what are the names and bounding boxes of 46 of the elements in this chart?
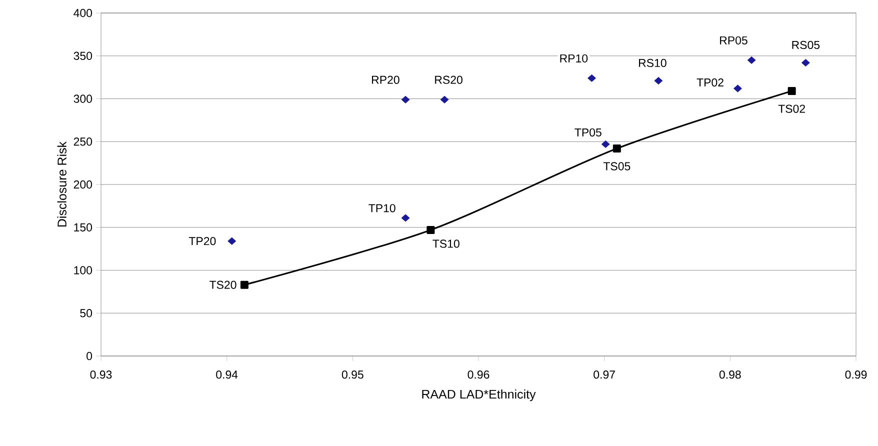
point [654,76,663,85]
annotation: RS10 [639,58,666,68]
x-axis-title: RAAD LAD*Ethnicity [422,389,536,402]
point [440,96,449,104]
annotation: TP05 [574,128,602,136]
y-tick-label: 300 [74,94,92,103]
point [401,96,410,104]
point [228,237,236,245]
annotation: TP02 [696,78,724,87]
point [612,144,621,152]
y-tick-label: 150 [74,223,92,232]
annotation: TS02 [778,104,805,113]
y-tick-label: 400 [74,8,92,18]
x-tick-label: 0.95 [342,370,364,379]
point [426,226,435,234]
point [747,56,756,64]
x-tick-label: 0.94 [216,370,238,379]
x-tick-label: 0.98 [719,370,741,379]
annotation: RP10 [560,54,588,62]
point [733,84,742,92]
y-tick-label: 200 [74,180,92,189]
annotation: TS10 [432,240,460,248]
annotation: TP10 [368,204,396,212]
x-tick-label: 0.93 [90,370,112,379]
annotation: TS20 [210,280,236,289]
annotation: TS05 [603,162,630,170]
point [588,74,596,82]
y-axis-title: Disclosure Risk [57,141,66,227]
y-tick-label: 100 [74,266,92,274]
annotation: RS05 [792,40,820,50]
point [401,214,410,222]
y-tick-label: 0 [86,352,92,360]
y-tick-label: 250 [74,138,92,146]
x-tick-label: 0.97 [594,370,615,379]
x-tick-label: 0.96 [468,370,490,379]
point [788,87,796,96]
annotation: RS20 [435,76,462,84]
annotation: RP05 [720,36,748,44]
point [240,280,248,289]
annotation: RP20 [372,76,400,84]
y-tick-label: 350 [74,52,92,60]
y-tick-label: 50 [80,309,92,318]
point [801,58,810,67]
annotation: TP20 [188,237,216,246]
point [601,140,610,148]
x-tick-label: 0.99 [845,370,867,379]
